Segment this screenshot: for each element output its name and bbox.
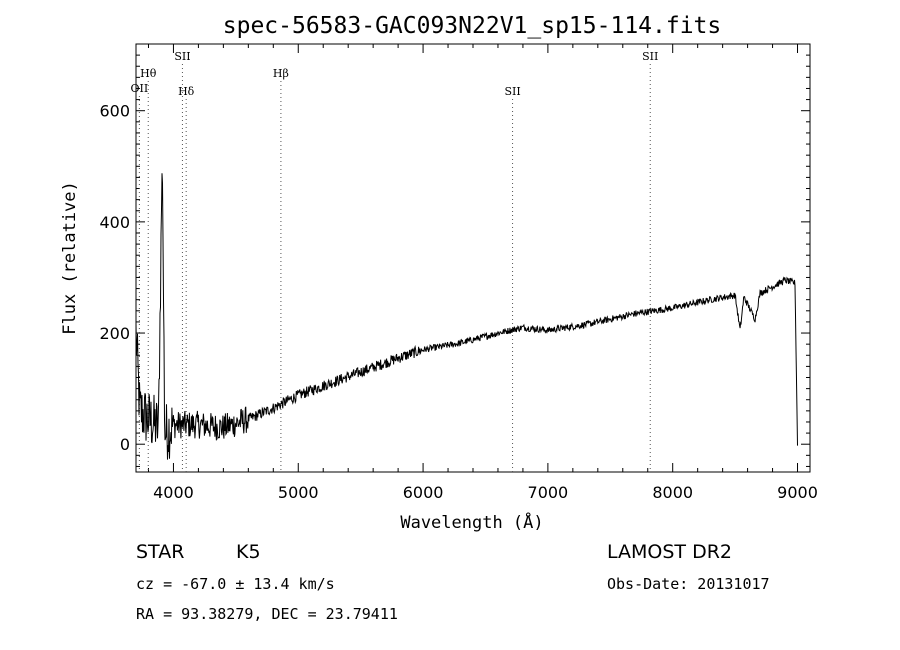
y-tick-label: 200 [99, 324, 130, 343]
spectral-line-label: Hδ [178, 85, 195, 98]
spectral-line-label: SII [642, 50, 658, 63]
object-subclass: K5 [236, 541, 261, 563]
spectrum-line [135, 173, 798, 460]
x-tick-label: 9000 [777, 483, 818, 502]
x-tick-label: 7000 [528, 483, 569, 502]
x-axis: 4000 5000 6000 7000 8000 9000 [147, 44, 818, 502]
chart-title: spec-56583-GAC093N22V1_sp15-114.fits [223, 13, 722, 39]
coordinates-text: RA = 93.38279, DEC = 23.79411 [136, 605, 398, 623]
x-axis-label: Wavelength (Å) [400, 511, 543, 533]
spectral-line-label: Hθ [140, 67, 157, 80]
x-tick-label: 4000 [153, 483, 194, 502]
plot-frame [135, 43, 811, 473]
x-tick-label: 8000 [652, 483, 693, 502]
survey-label: LAMOST DR2 [607, 541, 732, 563]
y-tick-label: 400 [99, 213, 130, 232]
spectral-line-label: SII [174, 50, 190, 63]
obs-date-text: Obs-Date: 20131017 [607, 575, 770, 593]
object-class: STAR [136, 541, 184, 563]
y-axis: 0 200 400 600 [99, 43, 810, 467]
spectral-lines: OII Hθ SII Hδ Hβ SII SII [131, 50, 658, 472]
y-tick-label: 600 [99, 102, 130, 121]
y-tick-label: 0 [120, 435, 130, 454]
x-tick-label: 6000 [403, 483, 444, 502]
spectral-line-label: OII [131, 82, 149, 95]
x-tick-label: 5000 [278, 483, 319, 502]
y-axis-label: Flux (relative) [60, 181, 80, 335]
redshift-text: cz = -67.0 ± 13.4 km/s [136, 575, 335, 593]
spectral-line-label: Hβ [273, 67, 289, 80]
spectral-line-label: SII [504, 85, 520, 98]
